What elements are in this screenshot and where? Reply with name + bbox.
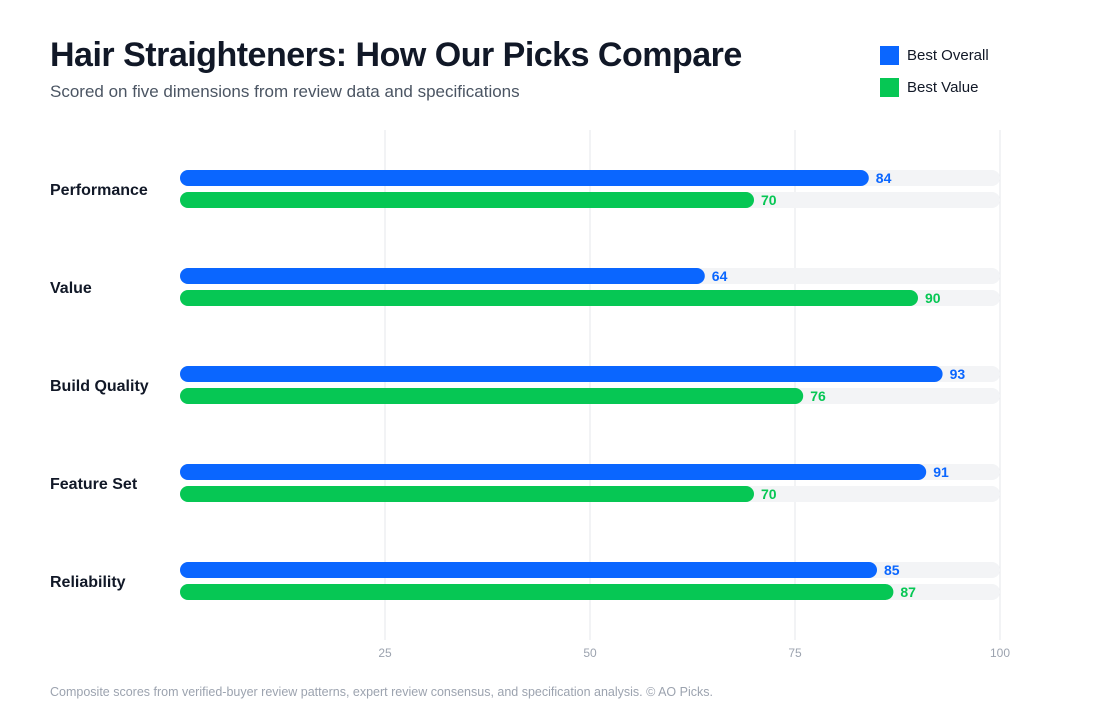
category-label-value: Value [50, 280, 92, 297]
bar-reliability-best-overall [180, 562, 877, 578]
category-label-feature-set: Feature Set [50, 476, 138, 493]
bar-feature-set-best-overall [180, 464, 927, 480]
bar-chart: 25 50 75 100 Performance 84 70 Value 64 90 Build Q… [50, 130, 1010, 660]
footer-note: Composite scores from verified-buyer rev… [50, 685, 713, 699]
data-label-reliability-best-value: 87 [900, 584, 916, 600]
legend-swatch-best-overall [880, 45, 899, 65]
data-label-build-quality-best-value: 76 [810, 388, 826, 404]
legend-label-best-overall: Best Overall [907, 46, 989, 64]
x-tick-label-75: 75 [788, 646, 802, 660]
category-label-build-quality: Build Quality [50, 378, 149, 395]
category-label-performance: Performance [50, 182, 148, 199]
chart-subtitle: Scored on five dimensions from review da… [50, 82, 520, 101]
chart-title: Hair Straighteners: How Our Picks Compar… [50, 36, 742, 74]
x-tick-label-25: 25 [378, 646, 392, 660]
bar-build-quality-best-value [180, 388, 804, 404]
category-label-reliability: Reliability [50, 574, 126, 591]
data-label-value-best-overall: 64 [712, 268, 728, 284]
bar-reliability-best-value [180, 584, 894, 600]
x-tick-label-50: 50 [583, 646, 597, 660]
legend-item-best-value: Best Value [880, 77, 989, 97]
legend: Best Overall Best Value [880, 45, 989, 109]
data-label-performance-best-value: 70 [761, 192, 777, 208]
data-label-performance-best-overall: 84 [876, 170, 892, 186]
data-label-value-best-value: 90 [925, 290, 941, 306]
bar-performance-best-overall [180, 170, 869, 186]
legend-swatch-best-value [880, 77, 899, 97]
legend-label-best-value: Best Value [907, 78, 979, 96]
data-label-build-quality-best-overall: 93 [950, 366, 966, 382]
data-label-feature-set-best-overall: 91 [933, 464, 949, 480]
data-label-feature-set-best-value: 70 [761, 486, 777, 502]
bar-value-best-overall [180, 268, 705, 284]
bar-performance-best-value [180, 192, 754, 208]
bar-build-quality-best-overall [180, 366, 943, 382]
data-label-reliability-best-overall: 85 [884, 562, 900, 578]
legend-item-best-overall: Best Overall [880, 45, 989, 65]
x-tick-label-100: 100 [990, 646, 1010, 660]
bar-value-best-value [180, 290, 918, 306]
bar-feature-set-best-value [180, 486, 754, 502]
